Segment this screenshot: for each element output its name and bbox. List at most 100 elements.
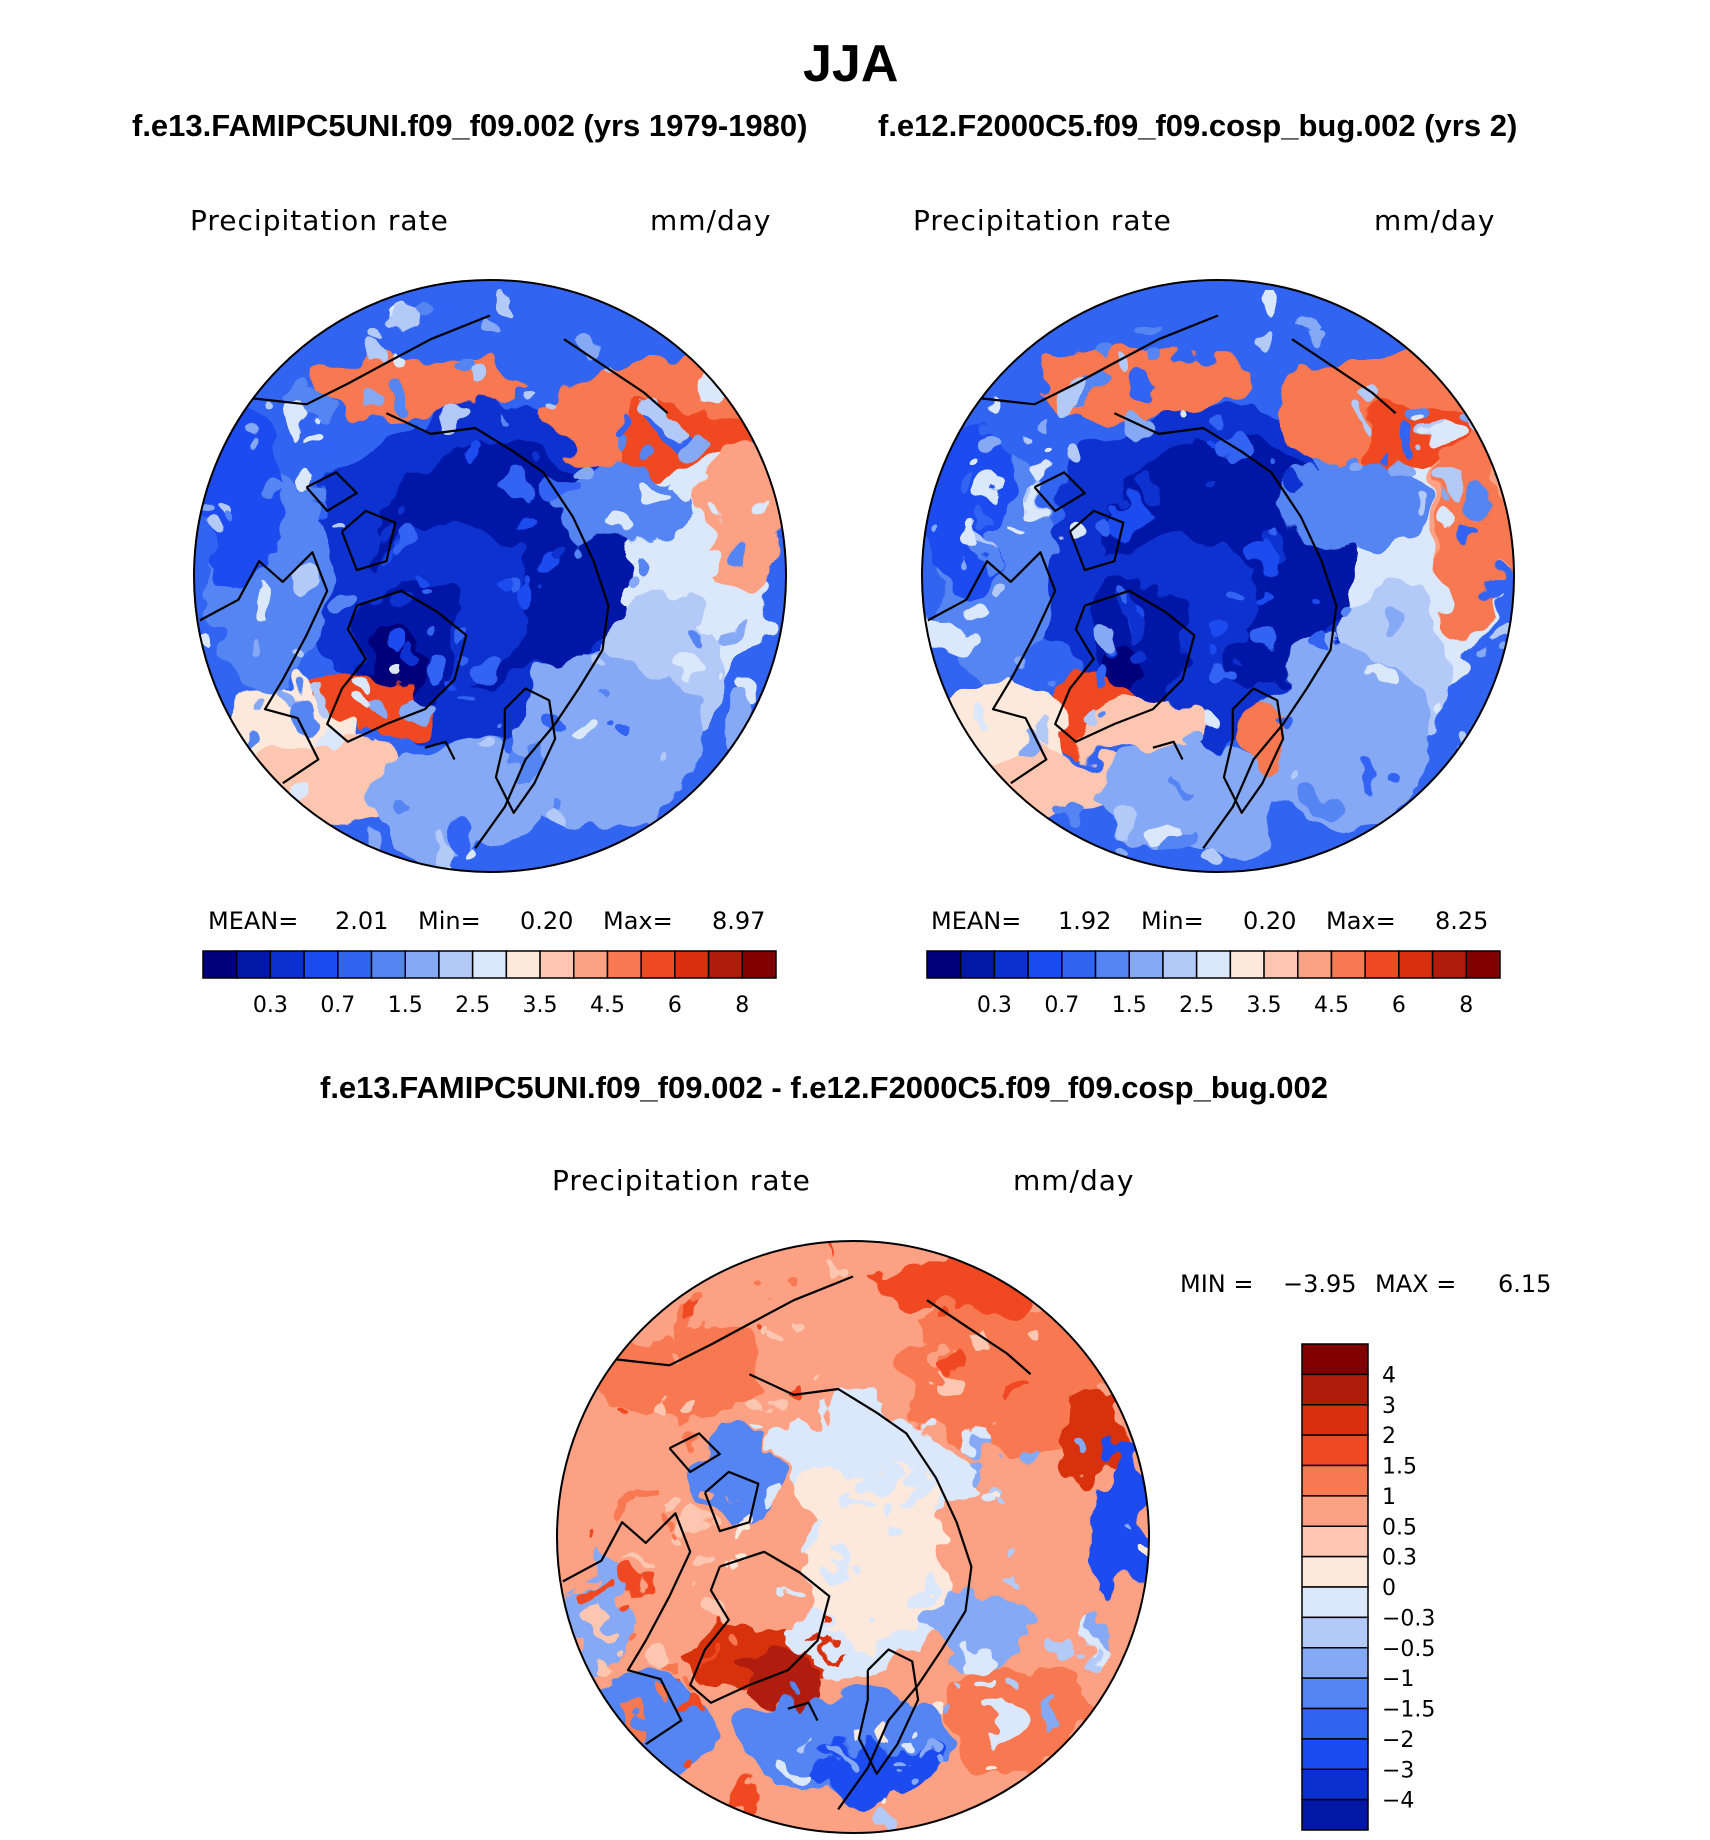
- diff-speckle: [940, 1349, 963, 1371]
- diff-field: [557, 1241, 1149, 1833]
- left-speckle: [426, 659, 447, 680]
- left-speckle: [233, 430, 250, 447]
- right-speckle: [1207, 626, 1235, 654]
- diff-speckle: [786, 1760, 810, 1784]
- diff-speckle: [1092, 1623, 1112, 1644]
- right-speckle: [1137, 317, 1157, 336]
- left-colorbar-box: [235, 950, 272, 979]
- left-colorbar-tick-label: 2.5: [455, 993, 490, 1018]
- diff-speckle: [722, 1574, 732, 1584]
- right-speckle: [962, 598, 981, 617]
- diff-speckle: [709, 1486, 728, 1505]
- right-speckle: [1088, 670, 1107, 688]
- right-speckle: [1366, 711, 1380, 726]
- diff-contour-region: [927, 1590, 1016, 1662]
- right-colorbar-box: [1465, 950, 1501, 979]
- left-speckle: [377, 333, 389, 345]
- left-speckle: [407, 299, 425, 317]
- left-speckle: [395, 350, 410, 365]
- right-speckle: [1173, 683, 1197, 707]
- diff-speckle: [992, 1492, 1012, 1512]
- right-colorbar-box: [1162, 950, 1198, 979]
- diff-speckle: [734, 1568, 750, 1584]
- right-speckle: [1014, 434, 1024, 444]
- right-speckle: [1437, 487, 1450, 500]
- diff-speckle: [975, 1336, 999, 1360]
- right-speckle: [1321, 450, 1333, 463]
- right-speckle: [1387, 771, 1401, 785]
- right-min-value: 0.20: [1243, 907, 1297, 935]
- diff-contour-region: [1089, 1448, 1149, 1597]
- left-speckle: [241, 586, 259, 604]
- right-colorbar-tick-label: 2.5: [1179, 993, 1214, 1018]
- diff-speckle: [623, 1480, 640, 1497]
- left-speckle: [323, 440, 345, 463]
- left-speckle: [664, 497, 680, 513]
- left-speckle: [554, 796, 574, 816]
- right-speckle: [1038, 413, 1052, 427]
- right-speckle: [1427, 705, 1440, 718]
- left-speckle: [447, 827, 474, 855]
- left-units-label: mm/day: [650, 204, 772, 237]
- diff-colorbar-tick-label: 0: [1382, 1576, 1396, 1601]
- right-speckle: [1135, 478, 1161, 504]
- diff-speckle: [596, 1613, 612, 1629]
- diff-speckle: [953, 1680, 963, 1691]
- left-speckle: [512, 523, 529, 539]
- diff-speckle: [662, 1651, 684, 1673]
- diff-speckle: [920, 1584, 936, 1601]
- diff-speckle: [598, 1644, 624, 1670]
- diff-colorbar-box: [1301, 1738, 1369, 1770]
- diff-speckle: [979, 1677, 991, 1689]
- right-colorbar-tick-label: 1.5: [1112, 993, 1147, 1018]
- left-speckle: [267, 400, 283, 415]
- left-colorbar-box: [573, 950, 609, 979]
- diff-speckle: [831, 1264, 847, 1280]
- right-colorbar-box: [1330, 950, 1366, 979]
- left-colorbar-tick-label: 1.5: [388, 993, 423, 1018]
- left-speckle: [609, 517, 632, 540]
- right-speckle: [1137, 611, 1162, 636]
- left-speckle: [679, 478, 706, 504]
- diff-speckle: [738, 1510, 750, 1521]
- left-speckle: [493, 574, 514, 596]
- left-speckle: [235, 632, 249, 646]
- diff-speckle: [752, 1390, 775, 1413]
- left-speckle: [563, 450, 590, 476]
- diff-speckle: [624, 1630, 637, 1643]
- diff-speckle: [1072, 1638, 1092, 1658]
- left-coastlines: [199, 314, 669, 849]
- diff-colorbar-tick-label: 0.5: [1382, 1515, 1417, 1540]
- right-mean-label: MEAN=: [931, 907, 1022, 935]
- right-speckle: [1147, 796, 1168, 816]
- diff-units-label: mm/day: [1013, 1164, 1135, 1197]
- left-coastline: [424, 740, 456, 760]
- left-colorbar-box: [337, 950, 373, 979]
- left-speckle: [303, 465, 328, 490]
- diff-speckle: [859, 1567, 873, 1582]
- right-coastline: [927, 551, 1057, 785]
- diff-speckle: [669, 1349, 683, 1363]
- left-coastline: [340, 509, 397, 572]
- diff-speckle: [663, 1403, 683, 1423]
- left-speckle: [292, 410, 320, 437]
- diff-speckle: [887, 1798, 897, 1808]
- right-colorbar-box: [1094, 950, 1130, 979]
- right-speckle: [957, 479, 975, 497]
- left-speckle: [618, 597, 631, 610]
- diff-speckle: [1017, 1673, 1031, 1687]
- left-speckle: [547, 457, 556, 466]
- left-speckle: [374, 531, 388, 545]
- right-speckle: [1396, 452, 1422, 478]
- diff-coastline: [562, 1512, 692, 1746]
- left-speckle: [509, 386, 521, 398]
- diff-speckle: [922, 1364, 937, 1379]
- left-speckle: [494, 726, 505, 737]
- diff-coastline: [787, 1701, 819, 1721]
- diff-speckle: [630, 1564, 641, 1576]
- diff-speckle: [920, 1428, 942, 1450]
- diff-contour-region: [867, 1255, 1046, 1315]
- left-colorbar-tick-label: 0.7: [320, 993, 355, 1018]
- diff-speckle: [868, 1722, 885, 1739]
- diff-speckle: [731, 1631, 747, 1647]
